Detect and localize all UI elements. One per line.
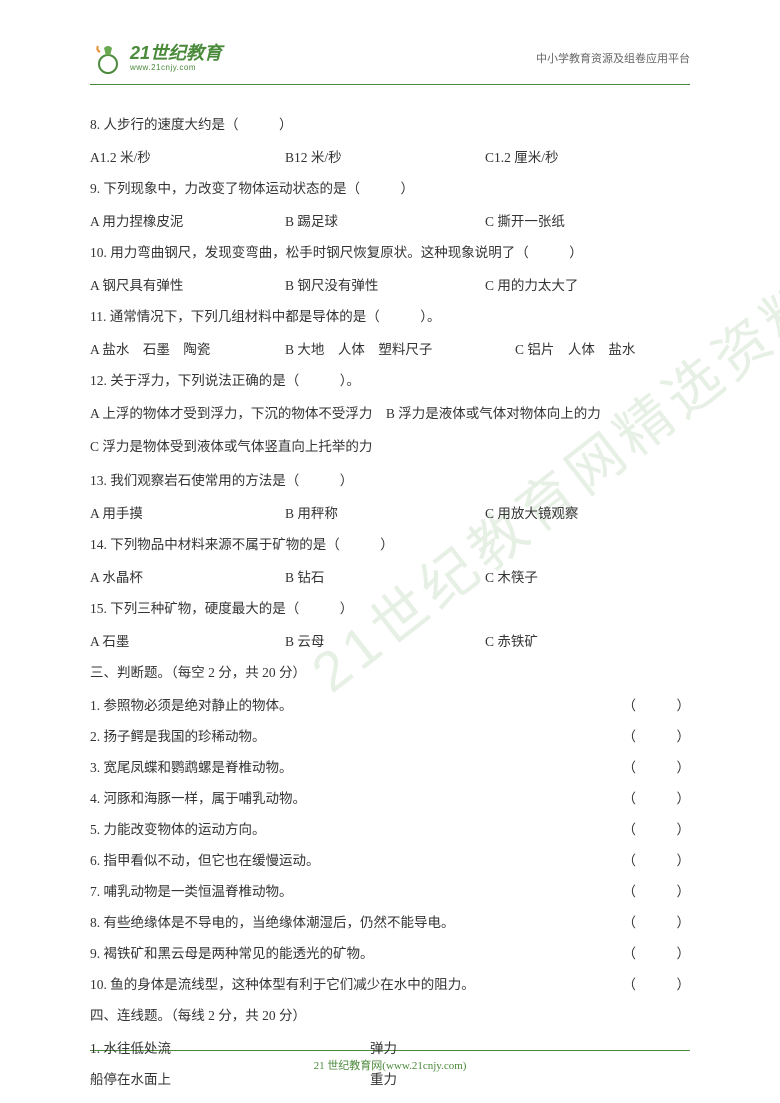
tf-paren: （ ） [613, 907, 691, 938]
q15-opt-c: C 赤铁矿 [485, 626, 690, 657]
tf-item-10: 10. 鱼的身体是流线型，这种体型有利于它们减少在水中的阻力。（ ） [90, 969, 690, 1000]
q8-stem: 8. 人步行的速度大约是（ ） [90, 109, 690, 140]
q13-opt-c: C 用放大镜观察 [485, 498, 690, 529]
header-right-text: 中小学教育资源及组卷应用平台 [536, 50, 690, 66]
logo-sub-text: www.21cnjy.com [130, 64, 222, 72]
tf-paren: （ ） [613, 876, 691, 907]
match-row-1: 1. 水往低处流弹力 [90, 1033, 690, 1064]
q9-opt-a: A 用力捏橡皮泥 [90, 206, 285, 237]
logo: 21世纪教育 www.21cnjy.com [90, 40, 222, 76]
tf-text: 8. 有些绝缘体是不导电的，当绝缘体潮湿后，仍然不能导电。 [90, 907, 613, 938]
q9-stem: 9. 下列现象中，力改变了物体运动状态的是（ ） [90, 173, 690, 204]
tf-text: 1. 参照物必须是绝对静止的物体。 [90, 690, 613, 721]
q8-opt-a: A1.2 米/秒 [90, 142, 285, 173]
q9-opt-c: C 撕开一张纸 [485, 206, 690, 237]
q14-opt-a: A 水晶杯 [90, 562, 285, 593]
q14-opt-b: B 钻石 [285, 562, 485, 593]
match-right: 弹力 [370, 1033, 690, 1064]
header-divider [90, 84, 690, 85]
q14-opt-c: C 木筷子 [485, 562, 690, 593]
section3-title: 三、判断题。（每空 2 分，共 20 分） [90, 657, 690, 688]
tf-paren: （ ） [613, 938, 691, 969]
match-left: 1. 水往低处流 [90, 1033, 370, 1064]
q15-opt-a: A 石墨 [90, 626, 285, 657]
q8-opt-b: B12 米/秒 [285, 142, 485, 173]
match-right: 重力 [370, 1064, 690, 1095]
q10-opt-c: C 用的力太大了 [485, 270, 690, 301]
logo-icon [90, 40, 126, 76]
match-row-2: 船停在水面上重力 [90, 1064, 690, 1095]
q13-opt-a: A 用手摸 [90, 498, 285, 529]
q9-opt-b: B 踢足球 [285, 206, 485, 237]
page-header: 21世纪教育 www.21cnjy.com 中小学教育资源及组卷应用平台 [90, 40, 690, 76]
tf-item-1: 1. 参照物必须是绝对静止的物体。（ ） [90, 690, 690, 721]
q10-opt-a: A 钢尺具有弹性 [90, 270, 285, 301]
tf-paren: （ ） [613, 752, 691, 783]
tf-paren: （ ） [613, 690, 691, 721]
tf-item-8: 8. 有些绝缘体是不导电的，当绝缘体潮湿后，仍然不能导电。（ ） [90, 907, 690, 938]
tf-item-5: 5. 力能改变物体的运动方向。（ ） [90, 814, 690, 845]
tf-text: 7. 哺乳动物是一类恒温脊椎动物。 [90, 876, 613, 907]
tf-text: 2. 扬子鳄是我国的珍稀动物。 [90, 721, 613, 752]
q14-stem: 14. 下列物品中材料来源不属于矿物的是（ ） [90, 529, 690, 560]
q13-stem: 13. 我们观察岩石使常用的方法是（ ） [90, 465, 690, 496]
logo-main-text: 21世纪教育 [130, 44, 222, 62]
tf-item-7: 7. 哺乳动物是一类恒温脊椎动物。（ ） [90, 876, 690, 907]
tf-item-6: 6. 指甲看似不动，但它也在缓慢运动。（ ） [90, 845, 690, 876]
tf-text: 6. 指甲看似不动，但它也在缓慢运动。 [90, 845, 613, 876]
q11-stem: 11. 通常情况下，下列几组材料中都是导体的是（ ）。 [90, 301, 690, 332]
q10-opt-b: B 钢尺没有弹性 [285, 270, 485, 301]
tf-paren: （ ） [613, 814, 691, 845]
tf-text: 5. 力能改变物体的运动方向。 [90, 814, 613, 845]
tf-item-9: 9. 褐铁矿和黑云母是两种常见的能透光的矿物。（ ） [90, 938, 690, 969]
tf-item-3: 3. 宽尾凤蝶和鹦鹉螺是脊椎动物。（ ） [90, 752, 690, 783]
match-left: 船停在水面上 [90, 1064, 370, 1095]
tf-paren: （ ） [613, 969, 691, 1000]
q15-opt-b: B 云母 [285, 626, 485, 657]
q11-opt-c: C 铝片 人体 盐水 [515, 334, 690, 365]
q12-opt-c: C 浮力是物体受到液体或气体竖直向上托举的力 [90, 431, 690, 462]
q11-opt-b: B 大地 人体 塑料尺子 [285, 334, 515, 365]
q12-opt-ab: A 上浮的物体才受到浮力，下沉的物体不受浮力 B 浮力是液体或气体对物体向上的力 [90, 398, 690, 429]
q13-opt-b: B 用秤称 [285, 498, 485, 529]
tf-text: 9. 褐铁矿和黑云母是两种常见的能透光的矿物。 [90, 938, 613, 969]
tf-paren: （ ） [613, 783, 691, 814]
q8-opt-c: C1.2 厘米/秒 [485, 142, 690, 173]
tf-text: 3. 宽尾凤蝶和鹦鹉螺是脊椎动物。 [90, 752, 613, 783]
tf-paren: （ ） [613, 845, 691, 876]
tf-text: 10. 鱼的身体是流线型，这种体型有利于它们减少在水中的阻力。 [90, 969, 613, 1000]
q11-opt-a: A 盐水 石墨 陶瓷 [90, 334, 285, 365]
content-body: 8. 人步行的速度大约是（ ） A1.2 米/秒 B12 米/秒 C1.2 厘米… [90, 109, 690, 1095]
tf-item-2: 2. 扬子鳄是我国的珍稀动物。（ ） [90, 721, 690, 752]
q15-stem: 15. 下列三种矿物，硬度最大的是（ ） [90, 593, 690, 624]
tf-item-4: 4. 河豚和海豚一样，属于哺乳动物。（ ） [90, 783, 690, 814]
tf-paren: （ ） [613, 721, 691, 752]
section4-title: 四、连线题。（每线 2 分，共 20 分） [90, 1000, 690, 1031]
tf-text: 4. 河豚和海豚一样，属于哺乳动物。 [90, 783, 613, 814]
q10-stem: 10. 用力弯曲钢尺，发现变弯曲，松手时钢尺恢复原状。这种现象说明了（ ） [90, 237, 690, 268]
q12-stem: 12. 关于浮力，下列说法正确的是（ ）。 [90, 365, 690, 396]
